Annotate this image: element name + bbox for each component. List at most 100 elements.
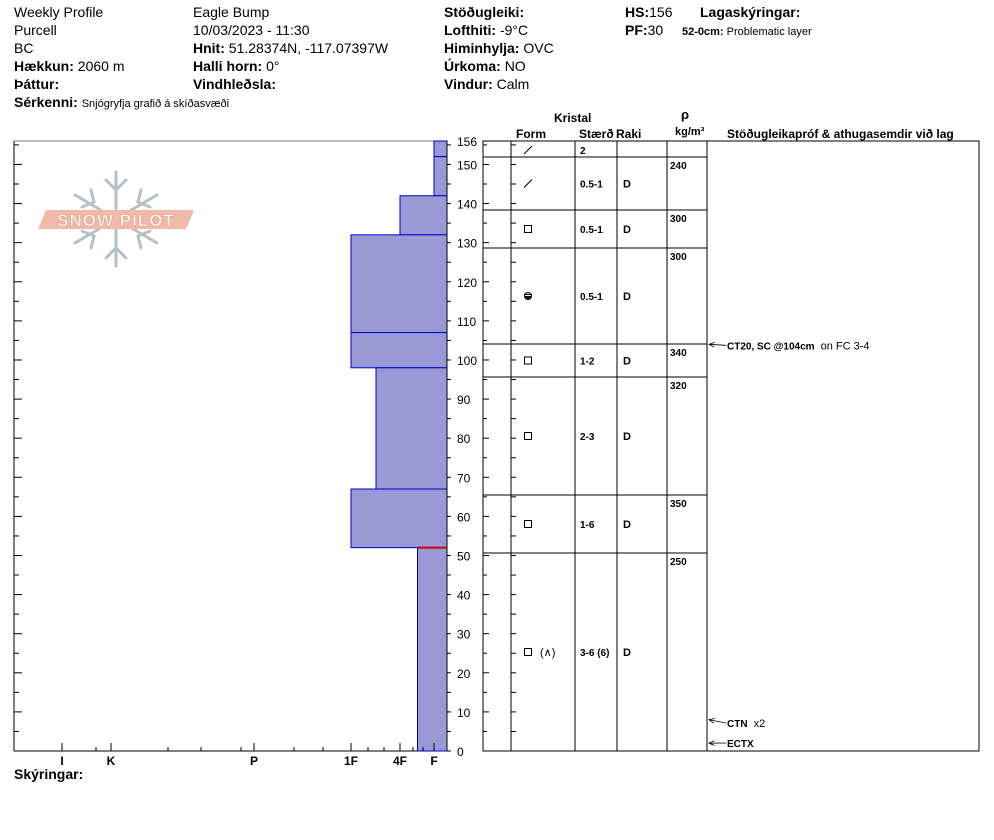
slope-value: 0° bbox=[266, 58, 280, 74]
air-temp-label: Lofthiti: bbox=[444, 22, 497, 38]
range-name: Purcell bbox=[14, 22, 57, 38]
elevation-value: 2060 m bbox=[77, 58, 125, 74]
hs-value: 156 bbox=[649, 4, 673, 20]
test-arrow-icon bbox=[707, 718, 715, 724]
comments-label: Skýringar: bbox=[14, 766, 84, 782]
moisture-header: Raki bbox=[616, 127, 642, 141]
form-header: Form bbox=[516, 127, 546, 141]
grain-size: 0.5-1 bbox=[580, 180, 603, 191]
slope-label: Halli horn: bbox=[193, 58, 263, 74]
legend-text: Problematic layer bbox=[726, 26, 812, 38]
hardness-bar bbox=[350, 332, 448, 369]
density-value: 240 bbox=[670, 161, 687, 172]
hardness-bar bbox=[350, 488, 448, 549]
snowpilot-logo: SNOW PILOT bbox=[38, 170, 194, 268]
secondary-form-symbol: (∧) bbox=[540, 647, 555, 659]
depth-tick-label: 50 bbox=[457, 549, 471, 563]
crystal-header: Kristal bbox=[554, 111, 592, 125]
logo-banner bbox=[38, 210, 194, 229]
coordinates-value: 51.28374N, -117.07397W bbox=[228, 40, 389, 56]
coordinates-label: Hnit: bbox=[193, 40, 225, 56]
density-value: 300 bbox=[670, 252, 687, 263]
logo-text: SNOW PILOT bbox=[57, 211, 175, 230]
hardness-bar bbox=[433, 156, 448, 197]
moisture-class: D bbox=[623, 519, 631, 531]
sky-label: Himinhylja: bbox=[444, 40, 520, 56]
test-arrow-icon bbox=[707, 341, 715, 348]
stability-test-comment: x2 bbox=[754, 718, 766, 730]
aspect-label: Þáttur: bbox=[14, 76, 60, 92]
features-row: Sérkenni: Snjógryfja grafið á skíðasvæði bbox=[14, 94, 229, 112]
layer-table-frame bbox=[482, 140, 980, 752]
sky-value: OVC bbox=[523, 40, 554, 56]
observation-datetime: 10/03/2023 - 11:30 bbox=[193, 22, 310, 38]
precip-label: Úrkoma: bbox=[444, 58, 501, 74]
grain-size: 0.5-1 bbox=[580, 225, 603, 236]
moisture-class: D bbox=[623, 356, 631, 368]
faceted-crystal-symbol-icon bbox=[524, 225, 532, 233]
precip-row: Úrkoma: NO bbox=[444, 58, 526, 74]
hardness-tick-label: 4F bbox=[393, 754, 407, 768]
density-unit-header: kg/m³ bbox=[675, 126, 705, 138]
stability-test-result: ECTX bbox=[727, 739, 754, 750]
stability-test-comment: on FC 3-4 bbox=[821, 340, 870, 352]
depth-tick-label: 156 bbox=[457, 135, 477, 149]
depth-tick-label: 10 bbox=[457, 706, 471, 720]
faceted-crystal-symbol-icon bbox=[524, 356, 532, 365]
new-snow-symbol-icon bbox=[523, 179, 533, 188]
grain-size: 3-6 (6) bbox=[580, 648, 609, 659]
depth-tick-label: 90 bbox=[457, 393, 471, 407]
features-label: Sérkenni: bbox=[14, 94, 78, 110]
wind-label: Vindur: bbox=[444, 76, 493, 92]
hardness-bar bbox=[433, 140, 448, 158]
density-value: 350 bbox=[670, 499, 687, 510]
density-value: 340 bbox=[670, 348, 687, 359]
wind-value: Calm bbox=[496, 76, 530, 92]
depth-tick-label: 130 bbox=[457, 237, 477, 251]
hardness-tick-label: K bbox=[107, 754, 116, 768]
air-temp-row: Lofthiti: -9°C bbox=[444, 22, 528, 38]
depth-tick-label: 60 bbox=[457, 510, 471, 524]
wind-loading-label: Vindhleðsla: bbox=[193, 76, 276, 92]
faceted-crystal-symbol-icon bbox=[524, 520, 532, 528]
region-name: BC bbox=[14, 40, 34, 56]
test-pointer bbox=[708, 343, 727, 346]
depth-tick-label: 110 bbox=[457, 315, 476, 329]
density-value: 320 bbox=[670, 381, 687, 392]
hs-label: HS: bbox=[625, 4, 650, 20]
depth-tick-label: 140 bbox=[457, 198, 477, 212]
pf-value: 30 bbox=[647, 22, 664, 38]
grain-size: 1-6 bbox=[580, 520, 595, 531]
test-pointer bbox=[708, 719, 727, 724]
slope-row: Halli horn: 0° bbox=[193, 58, 280, 74]
stability-test-result: CT20, SC @104cm bbox=[727, 341, 815, 352]
profile-name: Weekly Profile bbox=[14, 4, 104, 20]
features-text: Snjógryfja grafið á skíðasvæði bbox=[81, 98, 230, 110]
sky-row: Himinhylja: OVC bbox=[444, 40, 554, 56]
moisture-class: D bbox=[623, 179, 631, 191]
tests-header: Stöðugleikapróf & athugasemdir við lag bbox=[727, 127, 954, 141]
location-name: Eagle Bump bbox=[193, 4, 270, 20]
grain-size: 1-2 bbox=[580, 357, 595, 368]
moisture-class: D bbox=[623, 291, 631, 303]
test-arrow-icon bbox=[707, 740, 715, 746]
depth-tick-label: 20 bbox=[457, 667, 471, 681]
grain-size: 2 bbox=[580, 146, 586, 157]
wind-row: Vindur: Calm bbox=[444, 76, 529, 92]
hardness-bar bbox=[375, 367, 448, 490]
moisture-class: D bbox=[623, 224, 631, 236]
legend-key: 52-0cm: bbox=[682, 26, 724, 38]
melt-freeze-fill-icon bbox=[524, 296, 532, 300]
hardness-tick-label: F bbox=[430, 754, 437, 768]
faceted-crystal-symbol-icon bbox=[524, 432, 532, 440]
new-snow-symbol-icon bbox=[523, 145, 533, 155]
pf-label: PF: bbox=[625, 22, 648, 38]
hardness-tick-label: I bbox=[60, 754, 63, 768]
depth-tick-label: 120 bbox=[457, 276, 477, 290]
stability-test-result: CTN bbox=[727, 719, 748, 730]
rho-header: ρ bbox=[681, 107, 690, 122]
stability-label: Stöðugleiki: bbox=[444, 4, 525, 20]
precip-value: NO bbox=[504, 58, 526, 74]
hardness-tick-label: P bbox=[250, 754, 258, 768]
